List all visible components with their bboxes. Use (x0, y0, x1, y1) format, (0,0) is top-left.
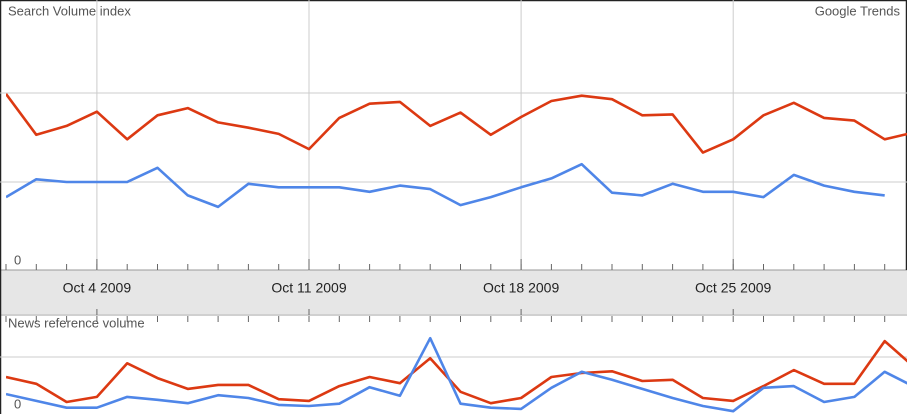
y-tick-label: 0 (14, 396, 21, 411)
x-tick-label: Oct 18 2009 (483, 280, 559, 296)
series-line (6, 339, 907, 405)
brand: Google Trends (815, 3, 901, 18)
series-group (6, 93, 907, 209)
series-group (6, 336, 907, 413)
panel-title: News reference volume (8, 315, 145, 330)
x-tick-label: Oct 25 2009 (695, 280, 771, 296)
series-line (6, 162, 885, 209)
y-tick-label: 0 (14, 252, 21, 267)
x-tick-label: Oct 11 2009 (271, 280, 346, 296)
panel-title: Search Volume index (8, 3, 131, 18)
series-line (6, 336, 907, 413)
series-line (6, 93, 907, 154)
x-tick-label: Oct 4 2009 (63, 280, 132, 296)
date-band (0, 270, 907, 316)
